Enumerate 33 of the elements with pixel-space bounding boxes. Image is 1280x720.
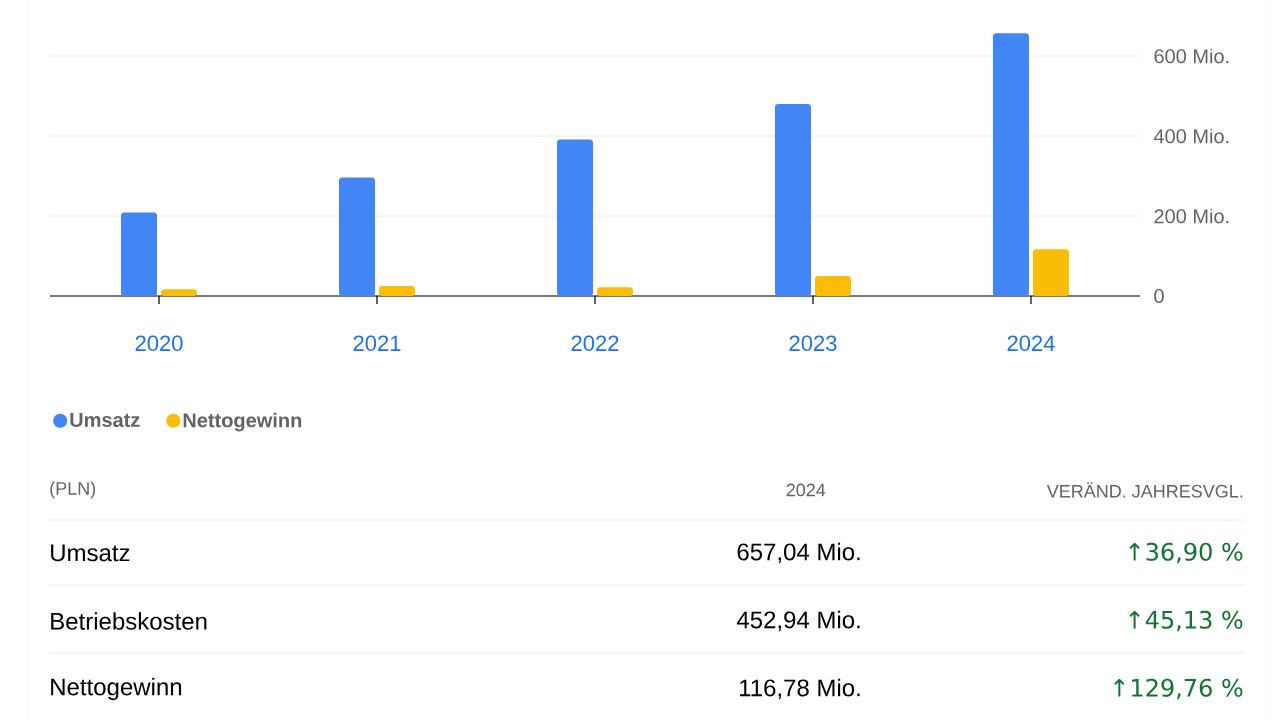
bar [1032, 249, 1069, 296]
bar [378, 285, 415, 296]
y-tick-label: 400 Mio. [1153, 128, 1229, 144]
text: 116,78 Mio. [740, 678, 860, 700]
x-tick-label: 2021 [353, 335, 401, 352]
text: ↑36,90 % [1129, 542, 1243, 564]
text: ↑45,13 % [1129, 610, 1243, 632]
y-tick-label: 200 Mio. [1154, 208, 1229, 224]
legend-label: Nettogewinn [183, 412, 302, 432]
bar [338, 177, 375, 296]
text: Betriebskosten [51, 612, 207, 630]
text: ↑129,76 % [1114, 678, 1243, 700]
text: Nettogewinn [51, 677, 182, 701]
x-tick-label: 2022 [571, 335, 619, 352]
text: Umsatz [51, 544, 130, 562]
bar [596, 287, 633, 296]
text: VERÄND. JAHRESVGL. [1046, 482, 1243, 498]
bar [556, 139, 593, 296]
y-tick-label: 0 [1154, 288, 1164, 304]
x-tick-label: 2020 [135, 335, 183, 352]
y-tick-label: 600 Mio. [1154, 48, 1229, 64]
legend-label: Umsatz [70, 413, 140, 427]
bar [814, 275, 851, 296]
bar [992, 33, 1029, 296]
bar [774, 104, 811, 296]
x-tick-label: 2024 [1007, 335, 1055, 352]
text: 657,04 Mio. [737, 542, 860, 564]
bar [121, 212, 158, 296]
bar [161, 289, 198, 296]
x-tick-label: 2023 [789, 335, 837, 352]
text: 2024 [786, 483, 826, 497]
text: 452,94 Mio. [736, 610, 860, 632]
text: (PLN) [50, 481, 96, 499]
